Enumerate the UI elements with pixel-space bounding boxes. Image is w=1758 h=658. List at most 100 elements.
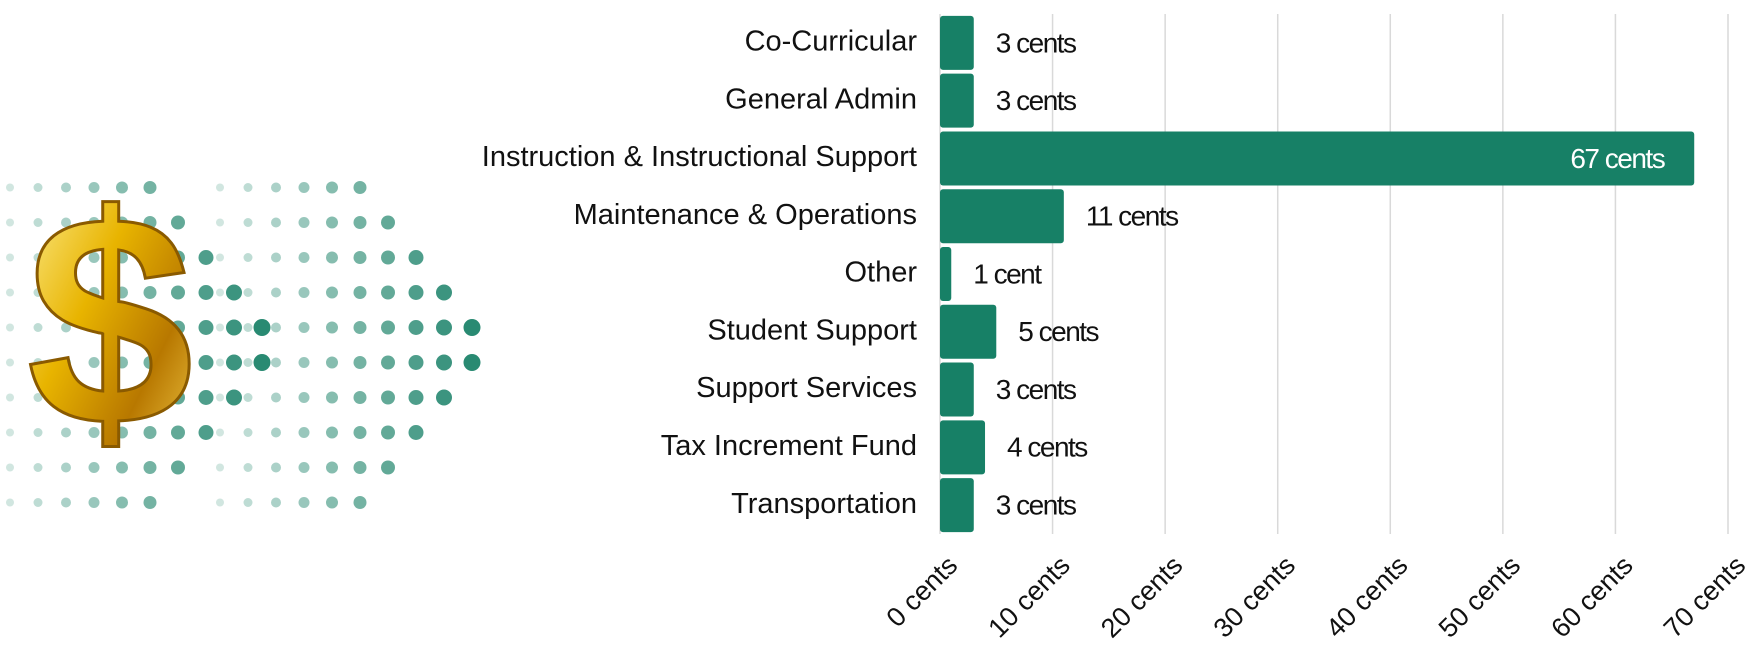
dot — [409, 355, 424, 370]
category-label: Transportation — [731, 488, 917, 520]
dot — [244, 428, 253, 437]
dot — [199, 285, 214, 300]
dot — [326, 287, 338, 299]
dot — [326, 217, 338, 229]
dot — [409, 425, 424, 440]
dot — [271, 498, 281, 508]
dot — [144, 496, 157, 509]
dot — [216, 184, 224, 192]
dot — [299, 497, 310, 508]
dot — [199, 390, 214, 405]
dot — [6, 359, 14, 367]
bar — [940, 247, 951, 301]
dot — [244, 358, 253, 367]
dot — [354, 391, 367, 404]
x-tick-label: 50 cents — [1433, 550, 1526, 643]
dot — [61, 498, 71, 508]
dot — [244, 463, 253, 472]
dot — [254, 319, 271, 336]
dot — [354, 461, 367, 474]
dot — [381, 461, 395, 475]
dot — [381, 286, 395, 300]
dot — [244, 288, 253, 297]
category-label: Maintenance & Operations — [574, 199, 917, 231]
x-tick-label: 60 cents — [1545, 550, 1638, 643]
value-label: 67 cents — [1570, 143, 1664, 174]
dot — [271, 463, 281, 473]
dot — [271, 323, 281, 333]
dot — [34, 498, 43, 507]
value-label: 3 cents — [996, 374, 1076, 405]
dot — [116, 497, 128, 509]
dot — [436, 355, 452, 371]
dot — [326, 357, 338, 369]
x-tick-label: 70 cents — [1658, 550, 1751, 643]
dot — [244, 183, 253, 192]
dot — [381, 251, 395, 265]
dot — [199, 250, 214, 265]
dot — [354, 496, 367, 509]
dot — [271, 218, 281, 228]
chart: $ 0 cents10 cents20 cents30 cents40 cent… — [0, 0, 1758, 658]
bar — [940, 74, 974, 128]
dot — [299, 287, 310, 298]
dot — [6, 289, 14, 297]
dot — [244, 393, 253, 402]
dot — [6, 429, 14, 437]
bar — [940, 305, 996, 359]
dot — [381, 426, 395, 440]
dot — [6, 464, 14, 472]
dot — [326, 392, 338, 404]
dot — [226, 285, 242, 301]
dot — [271, 393, 281, 403]
dot — [6, 254, 14, 262]
dot — [271, 253, 281, 263]
dot — [6, 184, 14, 192]
x-tick-label: 10 cents — [982, 550, 1075, 643]
dot — [244, 323, 253, 332]
dot — [409, 320, 424, 335]
dot — [381, 391, 395, 405]
dot — [326, 427, 338, 439]
dot — [326, 497, 338, 509]
dot — [199, 425, 214, 440]
dot — [271, 183, 281, 193]
value-label: 3 cents — [996, 85, 1076, 116]
dot — [226, 390, 242, 406]
dot — [199, 320, 214, 335]
value-label: 1 cent — [973, 258, 1042, 289]
bar — [940, 363, 974, 417]
dot — [326, 462, 338, 474]
value-label: 3 cents — [996, 490, 1076, 521]
dot — [299, 182, 310, 193]
dot — [409, 250, 424, 265]
dot — [216, 324, 224, 332]
dot — [381, 216, 395, 230]
category-label: Student Support — [707, 314, 917, 346]
dot — [271, 358, 281, 368]
value-label: 5 cents — [1018, 316, 1098, 347]
dot — [6, 499, 14, 507]
dot — [216, 289, 224, 297]
dot — [299, 217, 310, 228]
dot — [244, 498, 253, 507]
dot — [326, 252, 338, 264]
dot — [216, 464, 224, 472]
dot — [354, 426, 367, 439]
value-label: 4 cents — [1007, 432, 1087, 463]
dot — [244, 218, 253, 227]
dot — [436, 320, 452, 336]
category-label: Support Services — [696, 372, 917, 404]
dot — [226, 320, 242, 336]
dot — [216, 499, 224, 507]
x-tick-label: 20 cents — [1095, 550, 1188, 643]
x-tick-label: 30 cents — [1208, 550, 1301, 643]
dot — [354, 216, 367, 229]
dot — [199, 355, 214, 370]
category-label: General Admin — [725, 83, 917, 115]
dot — [6, 394, 14, 402]
bar — [940, 478, 974, 532]
dot — [354, 356, 367, 369]
dot — [381, 356, 395, 370]
dot — [226, 355, 242, 371]
